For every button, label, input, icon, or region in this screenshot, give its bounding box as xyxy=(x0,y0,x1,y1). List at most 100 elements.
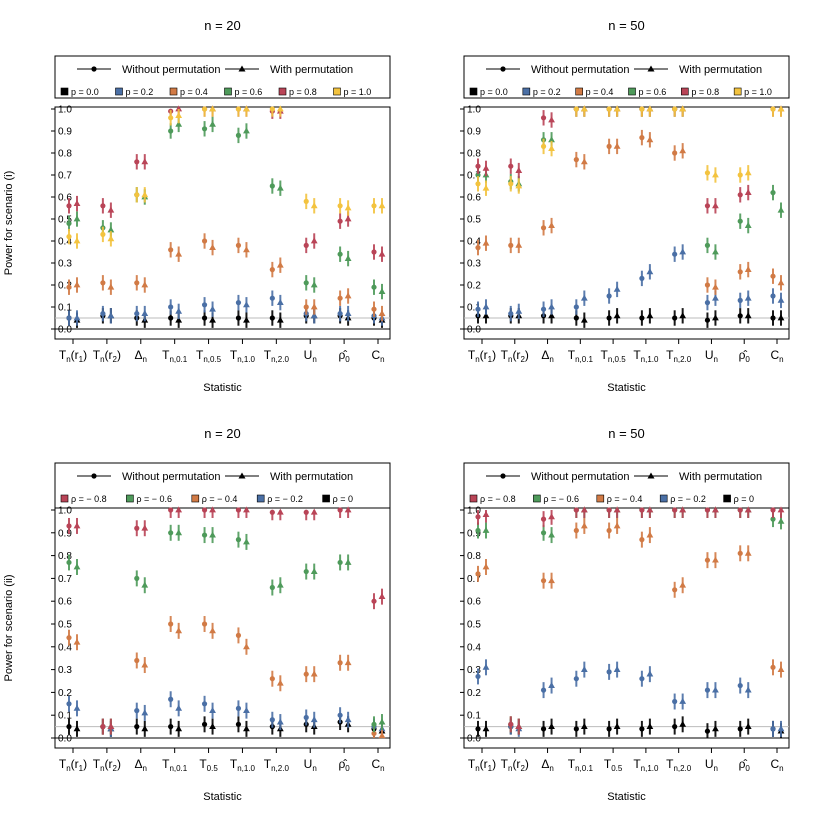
point-without xyxy=(737,313,743,319)
point-with xyxy=(141,709,149,716)
point-without xyxy=(303,671,309,677)
point-with xyxy=(744,294,752,301)
y-tick-label: 1.0 xyxy=(467,105,481,116)
point-without xyxy=(134,311,140,317)
x-tick-label: ρ̂0 xyxy=(338,348,350,364)
point-with xyxy=(777,666,785,672)
point-with xyxy=(744,169,752,176)
point-with xyxy=(712,294,719,301)
point-with xyxy=(73,522,81,529)
point-with xyxy=(548,681,555,688)
point-without xyxy=(303,198,309,204)
point-without xyxy=(540,687,547,693)
point-without xyxy=(134,525,140,531)
point-without xyxy=(475,571,481,577)
x-tick-label: Tn,0.1 xyxy=(162,348,188,364)
legend-swatch xyxy=(733,87,742,96)
point-with xyxy=(482,510,490,517)
x-tick-label: ρ̂0 xyxy=(739,757,751,773)
point-without xyxy=(100,280,106,286)
point-with xyxy=(276,184,284,191)
point-without xyxy=(235,507,242,513)
point-without xyxy=(770,106,776,112)
point-with xyxy=(580,522,588,529)
legend-label-with: With permutation xyxy=(270,64,353,76)
point-with xyxy=(243,105,250,112)
point-without xyxy=(606,527,612,534)
point-with xyxy=(712,171,719,178)
point-with xyxy=(548,116,555,123)
point-with xyxy=(175,105,183,112)
legend-swatch xyxy=(628,87,636,96)
point-with xyxy=(580,506,588,513)
point-without xyxy=(168,507,174,513)
point-with xyxy=(276,581,284,588)
legend-series-label: p = 1.0 xyxy=(344,87,372,97)
point-with xyxy=(141,310,149,316)
point-without xyxy=(337,295,343,301)
point-with xyxy=(243,643,250,650)
point-with xyxy=(712,283,719,290)
y-tick-label: 0.4 xyxy=(58,642,72,653)
point-without xyxy=(704,728,711,734)
legend-series-label: p = 0.4 xyxy=(180,87,208,97)
point-without xyxy=(508,163,514,169)
point-without xyxy=(235,106,242,112)
point-without xyxy=(201,126,208,132)
y-tick-label: 0.7 xyxy=(58,171,72,182)
x-tick-label: Tn(r1) xyxy=(468,348,496,364)
point-without xyxy=(201,302,208,308)
point-without xyxy=(201,532,208,538)
y-tick-label: 0.4 xyxy=(58,237,72,248)
point-without xyxy=(573,527,579,534)
point-with xyxy=(580,723,588,729)
point-with xyxy=(73,281,81,288)
plot-frame xyxy=(54,106,391,340)
point-with xyxy=(175,316,183,323)
point-without xyxy=(168,530,174,536)
legend-swatch xyxy=(333,87,341,96)
point-without xyxy=(134,657,140,664)
point-without xyxy=(704,507,711,513)
legend-marker-with xyxy=(238,472,246,479)
legend-series-label: p = 0.6 xyxy=(639,87,667,97)
point-without xyxy=(303,242,309,248)
point-without xyxy=(201,315,208,321)
point-with xyxy=(276,508,284,515)
point-without xyxy=(475,163,481,169)
point-without xyxy=(704,300,711,306)
point-without xyxy=(606,293,612,299)
y-tick-label: 0.1 xyxy=(467,711,481,722)
point-with xyxy=(744,506,752,513)
y-tick-label: 0.2 xyxy=(467,281,481,292)
point-without xyxy=(100,231,106,237)
legend-series-label: p = 0.8 xyxy=(691,87,719,97)
point-with xyxy=(209,531,216,538)
point-without xyxy=(269,267,275,273)
point-with xyxy=(378,250,386,257)
point-without xyxy=(100,203,106,209)
point-without xyxy=(168,247,174,253)
point-without xyxy=(201,621,208,627)
x-tick-label: Tn,2.0 xyxy=(264,757,290,773)
y-tick-label: 0.5 xyxy=(467,215,481,226)
legend-swatch xyxy=(224,87,232,96)
point-with xyxy=(243,246,250,253)
point-without xyxy=(475,181,481,187)
point-without xyxy=(737,550,743,556)
legend-series-label: ρ = − 0.8 xyxy=(480,494,516,504)
point-without xyxy=(269,183,275,189)
point-without xyxy=(639,507,645,513)
point-with xyxy=(73,704,81,711)
point-with xyxy=(777,279,785,286)
point-with xyxy=(613,522,621,529)
point-without xyxy=(672,150,678,156)
point-without xyxy=(337,203,343,209)
point-without xyxy=(573,676,579,682)
point-without xyxy=(475,726,481,732)
point-with xyxy=(141,191,149,198)
point-without xyxy=(66,315,72,321)
point-with xyxy=(515,182,523,189)
point-with xyxy=(580,666,588,672)
point-without xyxy=(475,527,481,534)
